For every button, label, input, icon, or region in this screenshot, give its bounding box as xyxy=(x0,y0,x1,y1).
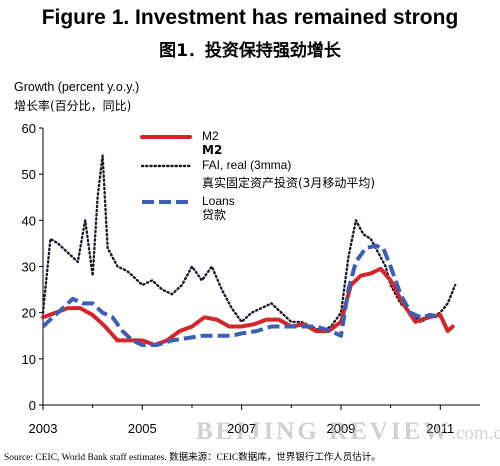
legend-label-fai: FAI, real (3mma) xyxy=(202,158,291,172)
legend-label-zh-m2: M2 xyxy=(202,143,222,157)
watermark: BEIJING REVIEW.com.cn xyxy=(196,418,500,446)
watermark-brand: BEIJING REVIEW xyxy=(196,418,452,445)
x-tick-label: 2005 xyxy=(128,421,157,436)
y-tick-label: 30 xyxy=(22,260,36,275)
x-tick-label: 2007 xyxy=(227,421,256,436)
y-tick-label: 40 xyxy=(22,213,36,228)
y-tick-label: 20 xyxy=(22,306,36,321)
chart-title: Figure 1. Investment has remained strong xyxy=(41,6,459,29)
y-axis-label-zh: 增长率(百分比，同比) xyxy=(14,99,132,113)
series-line-m2 xyxy=(41,266,455,347)
y-tick-label: 0 xyxy=(29,398,36,413)
source-note: Source: CEIC, World Bank staff estimates… xyxy=(4,453,381,463)
chart-subtitle-zh: 图1．投资保持强劲增长 xyxy=(159,41,341,61)
y-tick-label: 10 xyxy=(22,352,36,367)
x-tick-label: 2003 xyxy=(29,421,58,436)
y-axis-label: Growth (percent y.o.y.) xyxy=(14,80,140,94)
series-line-loans xyxy=(41,243,441,347)
legend-label-loans: Loans xyxy=(202,194,235,208)
x-tick-label: 2011 xyxy=(426,421,454,436)
legend-label-zh-fai: 真实固定资产投资(3月移动平均) xyxy=(202,175,375,190)
legend-label-zh-loans: 贷款 xyxy=(202,208,226,222)
series-line-fai-real-3mma xyxy=(41,154,457,333)
y-tick-label: 50 xyxy=(22,167,36,182)
watermark-domain: .com.cn xyxy=(451,423,500,444)
x-tick-label: 2009 xyxy=(326,421,355,436)
y-tick-label: 60 xyxy=(22,121,36,136)
legend-label-m2: M2 xyxy=(202,129,219,143)
